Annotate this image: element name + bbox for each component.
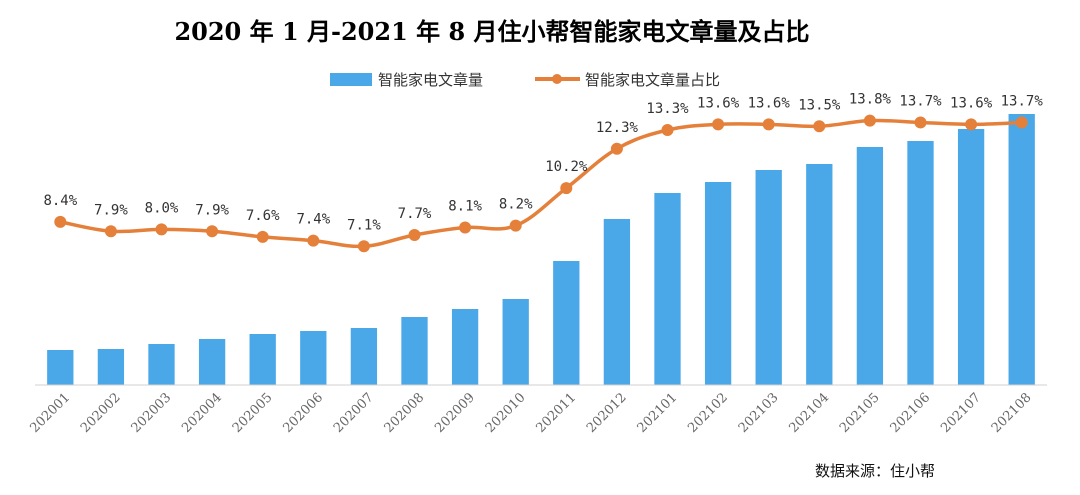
x-tick-202012: 202012 (584, 390, 630, 436)
ratio-label-202101: 13.3% (646, 101, 689, 117)
x-tick-202004: 202004 (179, 390, 225, 436)
x-tick-202101: 202101 (635, 390, 681, 436)
x-tick-202009: 202009 (432, 390, 478, 436)
ratio-point-202010 (509, 219, 522, 232)
bars-group (47, 114, 1035, 385)
bar-202103 (755, 170, 782, 385)
x-tick-202106: 202106 (888, 390, 934, 436)
ratio-label-202108: 13.7% (1001, 94, 1044, 110)
ratio-point-202104 (813, 120, 826, 133)
x-tick-202005: 202005 (230, 390, 276, 436)
ratio-label-202012: 12.3% (596, 120, 639, 136)
bar-202008 (401, 317, 428, 385)
ratio-point-202103 (762, 118, 775, 131)
ratio-label-202102: 13.6% (697, 95, 740, 111)
ratio-point-202007 (357, 240, 370, 253)
x-tick-202001: 202001 (27, 390, 73, 436)
bar-202007 (350, 328, 378, 385)
ratio-label-202006: 7.4% (296, 212, 330, 228)
legend: 智能家电文章量 智能家电文章量占比 (330, 71, 720, 89)
bar-202011 (553, 261, 580, 385)
bar-202105 (856, 147, 884, 385)
x-tick-202008: 202008 (382, 390, 428, 436)
ratio-label-202011: 10.2% (545, 159, 588, 175)
bar-202101 (654, 193, 681, 385)
ratio-point-202004 (206, 225, 219, 238)
line-series-group: 8.4% 7.9% 8.0% 7.9% 7.6% 7.4% 7.1% 7.7% 8.1% 8.2%… (43, 92, 1043, 253)
legend-line-marker (552, 74, 562, 84)
ratio-label-202001: 8.4% (43, 193, 77, 209)
ratio-label-202009: 8.1% (448, 199, 482, 215)
chart-title: 2020 年 1 月-2021 年 8 月住小帮智能家电文章量及占比 (174, 17, 809, 46)
ratio-point-202101 (661, 124, 674, 136)
bar-202003 (148, 344, 175, 385)
legend-line-label: 智能家电文章量占比 (585, 71, 720, 89)
ratio-label-202005: 7.6% (246, 208, 280, 224)
x-tick-labels: 202001 202002 202003 202004 202005 202006 2020… (27, 390, 1034, 436)
x-tick-202002: 202002 (78, 390, 124, 436)
x-tick-202003: 202003 (129, 390, 175, 436)
ratio-point-202009 (459, 221, 472, 234)
x-tick-202103: 202103 (736, 390, 782, 436)
ratio-point-202105 (863, 114, 876, 127)
bar-202001 (47, 350, 74, 385)
x-tick-202105: 202105 (837, 390, 883, 436)
ratio-label-202007: 7.1% (347, 217, 381, 233)
bar-202106 (907, 141, 934, 385)
x-tick-202104: 202104 (786, 390, 832, 436)
ratio-point-202107 (965, 118, 978, 131)
ratio-point-202001 (54, 215, 67, 228)
bar-202012 (603, 219, 631, 385)
ratio-label-202010: 8.2% (499, 197, 533, 213)
ratio-point-202108 (1015, 116, 1028, 129)
bar-202004 (198, 339, 226, 385)
ratio-label-202107: 13.6% (950, 95, 993, 111)
ratio-label-202105: 13.8% (849, 92, 892, 108)
legend-bar-label: 智能家电文章量 (378, 71, 483, 89)
ratio-point-202011 (560, 182, 573, 195)
ratio-point-202106 (914, 116, 927, 129)
ratio-point-202002 (104, 225, 117, 238)
ratio-label-202002: 7.9% (94, 202, 128, 218)
x-tick-202102: 202102 (685, 390, 731, 436)
ratio-line (59, 118, 1022, 249)
bar-202108 (1008, 114, 1035, 385)
ratio-label-202103: 13.6% (748, 95, 791, 111)
ratio-point-202012 (610, 142, 623, 155)
x-tick-202108: 202108 (989, 390, 1035, 436)
bar-202006 (300, 331, 327, 385)
ratio-point-202102 (712, 118, 725, 131)
ratio-point-202003 (155, 223, 168, 236)
ratio-point-202006 (307, 234, 320, 247)
ratio-label-202008: 7.7% (398, 206, 432, 222)
x-tick-202010: 202010 (483, 390, 529, 436)
bar-202010 (502, 299, 529, 385)
x-tick-202007: 202007 (331, 390, 377, 436)
ratio-label-202106: 13.7% (899, 94, 942, 110)
source-note: 数据来源：住小帮 (815, 462, 935, 480)
x-tick-202011: 202011 (533, 390, 579, 436)
ratio-label-202104: 13.5% (798, 97, 841, 113)
legend-bar-swatch (330, 73, 372, 86)
bar-202107 (957, 129, 985, 385)
ratio-label-202004: 7.9% (195, 202, 229, 218)
bar-202104 (806, 164, 833, 385)
x-tick-202006: 202006 (280, 390, 326, 436)
bar-202009 (451, 309, 479, 385)
bar-202002 (97, 349, 125, 385)
bar-202102 (704, 182, 732, 385)
ratio-label-202003: 8.0% (145, 200, 179, 216)
x-tick-202107: 202107 (938, 390, 984, 436)
ratio-point-202005 (256, 230, 269, 243)
ratio-point-202008 (408, 229, 421, 241)
bar-202005 (249, 334, 276, 385)
